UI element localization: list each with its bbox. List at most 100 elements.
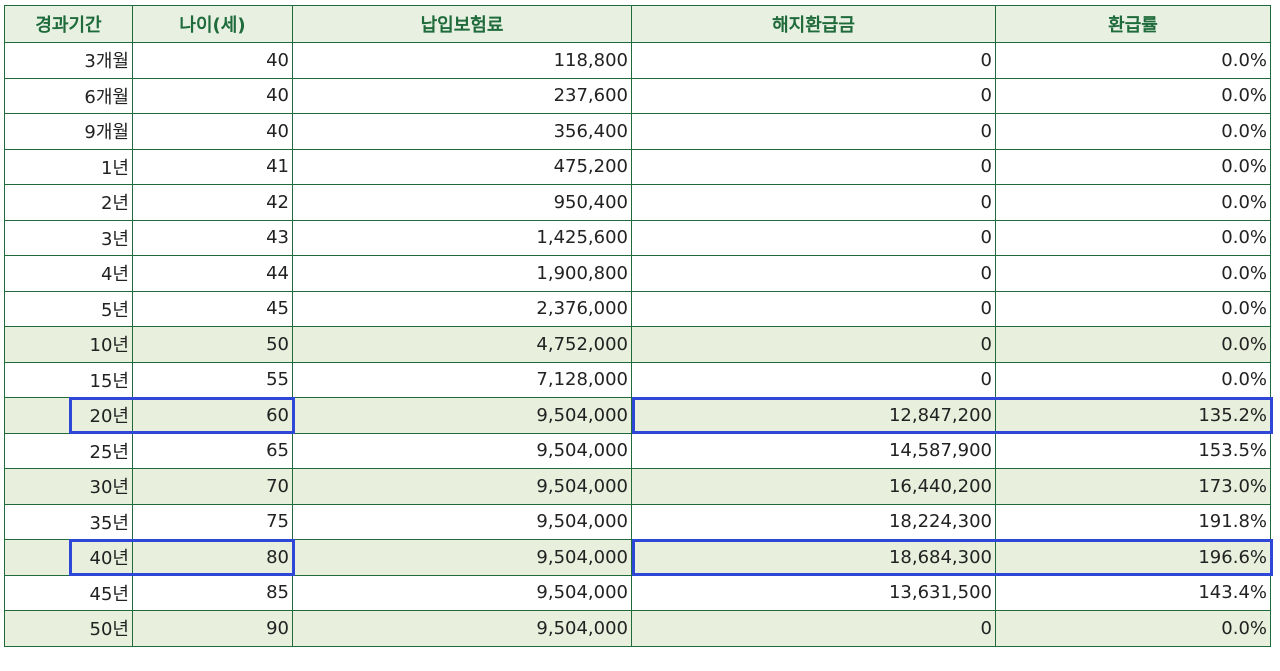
- cell-rate: 0.0%: [995, 326, 1271, 363]
- cell-refund: 0: [631, 77, 996, 114]
- cell-age: 42: [132, 184, 293, 221]
- cell-refund: 0: [631, 219, 996, 256]
- cell-premium: 9,504,000: [292, 574, 632, 611]
- cell-refund: 0: [631, 610, 996, 647]
- cell-period: 1년: [4, 148, 133, 185]
- table-row: 40년 80 9,504,000 18,684,300 196.6%: [4, 539, 1271, 576]
- cell-rate: 0.0%: [995, 255, 1271, 292]
- cell-premium: 9,504,000: [292, 503, 632, 540]
- cell-period: 2년: [4, 184, 133, 221]
- cell-refund: 13,631,500: [631, 574, 996, 611]
- cell-refund: 0: [631, 326, 996, 363]
- cell-period: 3년: [4, 219, 133, 256]
- table-row: 9개월 40 356,400 0 0.0%: [4, 113, 1271, 150]
- cell-period: 25년: [4, 432, 133, 469]
- table-row: 50년 90 9,504,000 0 0.0%: [4, 610, 1271, 647]
- table-row: 6개월 40 237,600 0 0.0%: [4, 77, 1271, 114]
- header-refund: 해지환급금: [631, 5, 996, 43]
- cell-rate: 191.8%: [995, 503, 1271, 540]
- cell-refund: 16,440,200: [631, 468, 996, 505]
- cell-period: 9개월: [4, 113, 133, 150]
- cell-period: 6개월: [4, 77, 133, 114]
- cell-rate: 173.0%: [995, 468, 1271, 505]
- cell-refund: 0: [631, 255, 996, 292]
- cell-age: 43: [132, 219, 293, 256]
- cell-period: 50년: [4, 610, 133, 647]
- header-age: 나이(세): [132, 5, 293, 43]
- cell-rate: 0.0%: [995, 610, 1271, 647]
- cell-refund: 0: [631, 184, 996, 221]
- table-row: 3개월 40 118,800 0 0.0%: [4, 42, 1271, 79]
- table-row: 3년 43 1,425,600 0 0.0%: [4, 219, 1271, 256]
- table-row: 35년 75 9,504,000 18,224,300 191.8%: [4, 503, 1271, 540]
- cell-refund: 0: [631, 42, 996, 79]
- table-row: 45년 85 9,504,000 13,631,500 143.4%: [4, 574, 1271, 611]
- cell-premium: 9,504,000: [292, 468, 632, 505]
- cell-premium: 9,504,000: [292, 610, 632, 647]
- cell-period: 10년: [4, 326, 133, 363]
- cell-period: 45년: [4, 574, 133, 611]
- cell-premium: 9,504,000: [292, 397, 632, 434]
- cell-period: 3개월: [4, 42, 133, 79]
- cell-age: 85: [132, 574, 293, 611]
- cell-age: 75: [132, 503, 293, 540]
- header-period: 경과기간: [4, 5, 133, 43]
- cell-premium: 2,376,000: [292, 290, 632, 327]
- cell-age: 41: [132, 148, 293, 185]
- table-row: 10년 50 4,752,000 0 0.0%: [4, 326, 1271, 363]
- cell-period: 20년: [4, 397, 133, 434]
- cell-refund: 0: [631, 113, 996, 150]
- cell-age: 40: [132, 77, 293, 114]
- table-row: 1년 41 475,200 0 0.0%: [4, 148, 1271, 185]
- table-row: 4년 44 1,900,800 0 0.0%: [4, 255, 1271, 292]
- cell-rate: 0.0%: [995, 113, 1271, 150]
- cell-refund: 0: [631, 148, 996, 185]
- cell-age: 45: [132, 290, 293, 327]
- refund-table: 경과기간 나이(세) 납입보험료 해지환급금 환급률 3개월 40 118,800 0…: [4, 5, 1271, 647]
- table-row: 5년 45 2,376,000 0 0.0%: [4, 290, 1271, 327]
- cell-period: 30년: [4, 468, 133, 505]
- cell-refund: 12,847,200: [631, 397, 996, 434]
- cell-rate: 0.0%: [995, 42, 1271, 79]
- cell-age: 40: [132, 113, 293, 150]
- cell-age: 50: [132, 326, 293, 363]
- cell-age: 55: [132, 361, 293, 398]
- header-premium: 납입보험료: [292, 5, 632, 43]
- cell-rate: 153.5%: [995, 432, 1271, 469]
- cell-rate: 0.0%: [995, 77, 1271, 114]
- header-row: 경과기간 나이(세) 납입보험료 해지환급금 환급률: [4, 5, 1271, 43]
- cell-premium: 9,504,000: [292, 539, 632, 576]
- cell-refund: 0: [631, 290, 996, 327]
- cell-premium: 4,752,000: [292, 326, 632, 363]
- cell-period: 4년: [4, 255, 133, 292]
- cell-age: 60: [132, 397, 293, 434]
- cell-age: 80: [132, 539, 293, 576]
- cell-rate: 0.0%: [995, 361, 1271, 398]
- cell-premium: 475,200: [292, 148, 632, 185]
- cell-age: 90: [132, 610, 293, 647]
- cell-age: 44: [132, 255, 293, 292]
- cell-period: 35년: [4, 503, 133, 540]
- table-row: 25년 65 9,504,000 14,587,900 153.5%: [4, 432, 1271, 469]
- cell-rate: 196.6%: [995, 539, 1271, 576]
- cell-age: 65: [132, 432, 293, 469]
- table-row: 15년 55 7,128,000 0 0.0%: [4, 361, 1271, 398]
- table-row: 2년 42 950,400 0 0.0%: [4, 184, 1271, 221]
- table-row: 30년 70 9,504,000 16,440,200 173.0%: [4, 468, 1271, 505]
- cell-rate: 143.4%: [995, 574, 1271, 611]
- table-row: 20년 60 9,504,000 12,847,200 135.2%: [4, 397, 1271, 434]
- cell-premium: 1,425,600: [292, 219, 632, 256]
- header-rate: 환급률: [995, 5, 1271, 43]
- cell-refund: 0: [631, 361, 996, 398]
- cell-rate: 0.0%: [995, 219, 1271, 256]
- cell-premium: 1,900,800: [292, 255, 632, 292]
- cell-premium: 118,800: [292, 42, 632, 79]
- cell-rate: 0.0%: [995, 184, 1271, 221]
- cell-premium: 9,504,000: [292, 432, 632, 469]
- cell-premium: 7,128,000: [292, 361, 632, 398]
- cell-rate: 0.0%: [995, 148, 1271, 185]
- cell-rate: 135.2%: [995, 397, 1271, 434]
- cell-age: 70: [132, 468, 293, 505]
- cell-age: 40: [132, 42, 293, 79]
- cell-period: 15년: [4, 361, 133, 398]
